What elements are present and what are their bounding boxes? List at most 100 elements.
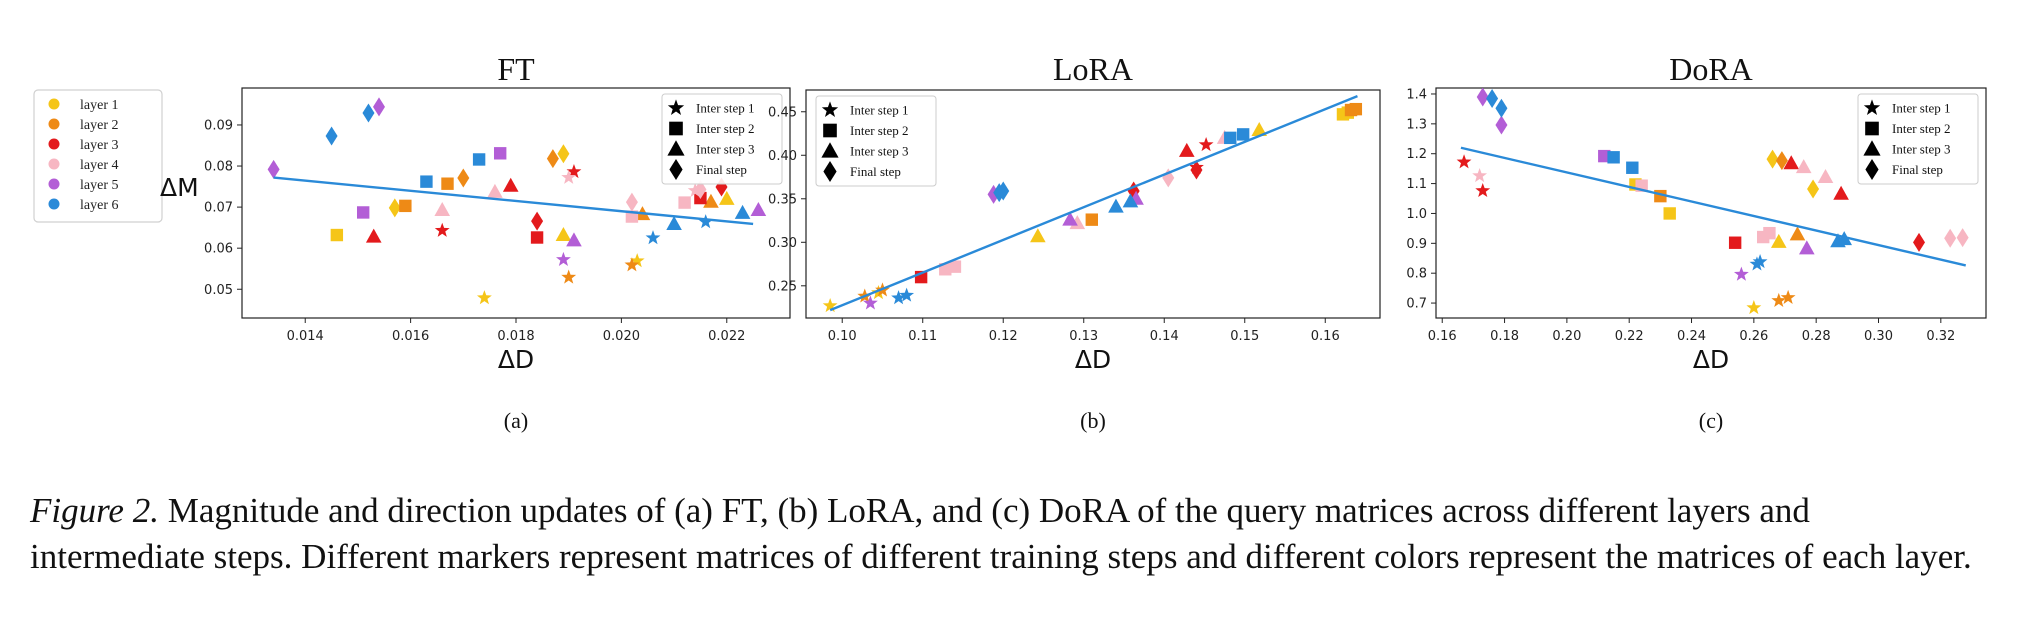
figure-caption: Figure 2. Magnitude and direction update… [30, 488, 1990, 580]
data-point [365, 228, 382, 243]
data-point [1349, 102, 1363, 116]
marker-legend-icon [821, 142, 839, 158]
data-point [1472, 168, 1488, 183]
marker-legend-label: Inter step 1 [1892, 101, 1950, 116]
data-point [267, 159, 280, 179]
data-point [1956, 228, 1969, 248]
layer-legend: layer 1 layer 2 layer 3 layer 4 layer 5 layer… [33, 89, 163, 223]
y-tick-label: 1.2 [1406, 147, 1427, 162]
caption-label: Figure 2. [30, 491, 159, 530]
panel-title: FT [497, 51, 535, 87]
x-axis-label: ΔD [498, 345, 534, 374]
data-point [1626, 161, 1639, 174]
panel-lora: LoRA 0.10 0.11 0.12 0.13 0.14 0.15 0.16 0.25 0.30… [768, 51, 1381, 433]
marker-legend-icon [1865, 121, 1879, 136]
marker-legend-frame [815, 95, 937, 187]
marker-legend-icon [667, 99, 685, 115]
data-point [1775, 151, 1788, 171]
marker-legend-label: Inter step 1 [696, 101, 754, 116]
data-point [1770, 233, 1787, 248]
data-point [1913, 232, 1926, 252]
data-point [1746, 300, 1762, 315]
panel-sublabel: (c) [1699, 408, 1723, 433]
data-point [356, 206, 370, 219]
y-tick-label: 0.05 [204, 283, 233, 298]
data-point [666, 215, 682, 230]
data-point [420, 175, 433, 188]
x-tick-label: 0.11 [908, 329, 937, 344]
x-axis-label: ΔD [1075, 345, 1111, 374]
data-point [997, 181, 1010, 201]
panel-title: LoRA [1053, 51, 1133, 87]
data-point [441, 177, 454, 190]
x-tick-label: 0.26 [1739, 329, 1768, 344]
data-point [1178, 142, 1195, 157]
fit-line [829, 94, 1358, 312]
figure-canvas: layer 1 layer 2 layer 3 layer 4 layer 5 layer… [33, 51, 1987, 433]
data-point [1062, 211, 1078, 226]
x-tick-label: 0.10 [828, 329, 857, 344]
data-point [493, 147, 507, 160]
marker-legend-icon [667, 140, 685, 156]
x-tick-label: 0.32 [1926, 329, 1955, 344]
axes-frame [1435, 87, 1987, 319]
marker-legend: Inter step 1 Inter step 2 Inter step 3 Fina… [815, 95, 937, 187]
y-tick-label: 0.08 [204, 160, 233, 175]
data-point [1799, 240, 1815, 255]
data-point [939, 263, 952, 276]
data-point [1663, 207, 1676, 220]
x-tick-label: 0.014 [287, 329, 324, 344]
plot-area [822, 94, 1363, 313]
x-tick-label: 0.13 [1069, 329, 1098, 344]
data-point [399, 199, 412, 213]
x-tick-label: 0.14 [1150, 329, 1179, 344]
x-tick-label: 0.28 [1802, 329, 1831, 344]
data-point [1766, 149, 1779, 169]
data-point [871, 284, 886, 300]
y-tick-label: 0.07 [204, 201, 233, 216]
y-tick-label: 1.4 [1406, 87, 1427, 102]
layer-legend-frame [33, 89, 163, 223]
marker-legend-icon [1865, 159, 1879, 180]
data-point [1085, 213, 1098, 226]
layer-legend-label: layer 1 [80, 98, 118, 113]
layer-legend-swatch [48, 178, 60, 190]
x-tick-label: 0.24 [1677, 329, 1706, 344]
data-point [1030, 228, 1046, 243]
panel-sublabel: (b) [1080, 408, 1106, 433]
data-point [1833, 185, 1849, 200]
layer-legend-swatch [48, 158, 60, 170]
panel-title: DoRA [1669, 51, 1753, 87]
data-point [1108, 198, 1124, 213]
layer-legend-label: layer 3 [80, 138, 118, 153]
marker-legend: Inter step 1 Inter step 2 Inter step 3 Fina… [1857, 93, 1979, 185]
marker-legend-icon [821, 101, 839, 117]
data-point [678, 196, 691, 209]
data-point [555, 227, 572, 242]
data-point [625, 192, 638, 212]
data-point [1944, 228, 1957, 248]
marker-legend-label: Inter step 2 [850, 123, 908, 138]
plot-area [267, 97, 767, 305]
marker-legend-label: Inter step 3 [1892, 142, 1950, 157]
data-point [734, 204, 751, 219]
y-tick-label: 0.8 [1406, 267, 1427, 282]
data-point [698, 214, 714, 229]
data-point [487, 183, 503, 198]
data-point [899, 287, 915, 302]
data-point [891, 290, 906, 305]
data-point [1486, 88, 1499, 108]
data-point [629, 253, 645, 268]
y-tick-label: 0.25 [768, 279, 797, 294]
data-point [1598, 149, 1611, 163]
layer-legend-label: layer 2 [80, 118, 118, 133]
data-point [325, 126, 338, 146]
x-tick-label: 0.020 [603, 329, 640, 344]
data-point [703, 193, 719, 208]
data-point [1771, 292, 1787, 307]
marker-legend-frame [661, 93, 783, 185]
marker-legend-label: Inter step 3 [696, 142, 754, 157]
axes-frame [805, 89, 1381, 319]
x-axis-label: ΔD [1693, 345, 1729, 374]
data-point [1122, 193, 1139, 208]
